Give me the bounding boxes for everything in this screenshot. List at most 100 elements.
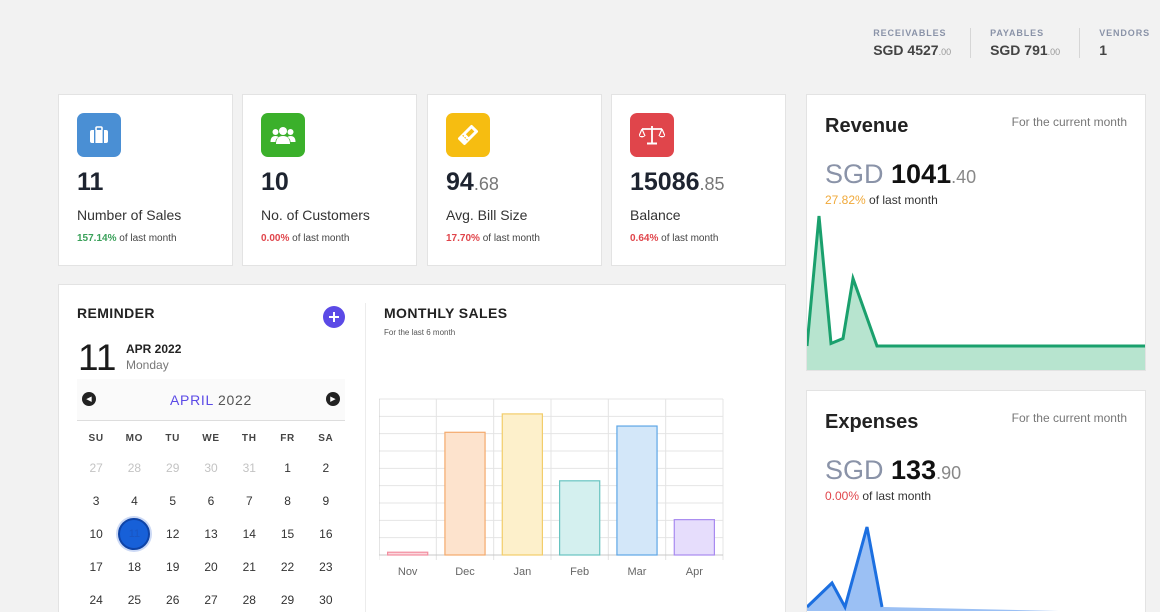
calendar-day[interactable]: 26 [154, 583, 192, 612]
receivables-stat[interactable]: RECEIVABLES SGD 4527.00 [854, 28, 970, 58]
bill-size-label: Avg. Bill Size [446, 207, 528, 223]
calendar-day[interactable]: 7 [230, 484, 268, 517]
calendar-day[interactable]: 31 [230, 451, 268, 484]
calendar-day[interactable]: 9 [307, 484, 345, 517]
calendar-day[interactable]: 21 [230, 550, 268, 583]
calendar-day[interactable]: 4 [115, 484, 153, 517]
stat-card-customers[interactable]: 10 No. of Customers 0.00% of last month [242, 94, 417, 266]
calendar-day[interactable]: 15 [268, 517, 306, 550]
calendar-day[interactable]: 3 [77, 484, 115, 517]
calendar-day-number: 23 [319, 559, 333, 574]
calendar-day[interactable]: 29 [154, 451, 192, 484]
revenue-change-suffix: of last month [865, 193, 938, 207]
calendar-day[interactable]: 22 [268, 550, 306, 583]
calendar-day[interactable]: 1 [268, 451, 306, 484]
prev-month-button[interactable]: ◀ [82, 392, 96, 406]
calendar-day[interactable]: 25 [115, 583, 153, 612]
calendar-day[interactable]: 10 [77, 517, 115, 550]
calendar-day[interactable]: 12 [154, 517, 192, 550]
calendar-day[interactable]: 14 [230, 517, 268, 550]
expenses-sparkline [807, 526, 1059, 611]
plus-icon [329, 312, 339, 322]
bar-nov[interactable] [387, 551, 429, 556]
calendar-day-number: 27 [89, 460, 103, 475]
calendar-day[interactable]: 5 [154, 484, 192, 517]
bar-mar[interactable] [616, 425, 658, 556]
calendar-day[interactable]: 16 [307, 517, 345, 550]
calendar-day[interactable]: 28 [230, 583, 268, 612]
bar-dec[interactable] [444, 431, 486, 556]
expenses-title: Expenses [825, 411, 919, 433]
bar-apr[interactable] [673, 519, 715, 556]
calendar-day[interactable]: 27 [192, 583, 230, 612]
calendar-day-number: 5 [169, 493, 177, 508]
reminder-title: REMINDER [77, 305, 155, 321]
bill-size-decimal: .68 [473, 174, 499, 194]
x-tick-label: Jan [513, 566, 531, 578]
calendar-day[interactable]: 24 [77, 583, 115, 612]
expenses-amount: SGD 133.90 [825, 455, 961, 486]
calendar-day[interactable]: 8 [268, 484, 306, 517]
stat-card-bill-size[interactable]: 94.68 Avg. Bill Size 17.70% of last mont… [427, 94, 602, 266]
weekday-label: TU [165, 433, 181, 444]
bar-jan[interactable] [501, 413, 544, 556]
customers-count: 10 [261, 168, 289, 196]
chevron-right-icon: ▶ [330, 396, 336, 403]
expenses-value: 133 [891, 455, 937, 485]
calendar-day-number: 7 [245, 493, 253, 508]
calendar-day-number: 4 [131, 493, 138, 508]
calendar-day-number: 17 [89, 559, 103, 574]
balance-value: 15086 [630, 168, 700, 196]
calendar-day-number: 2 [322, 460, 330, 475]
calendar-day[interactable]: 2 [307, 451, 345, 484]
weekday-label: SA [318, 433, 334, 444]
calendar-day-number: 26 [166, 592, 180, 607]
expenses-card[interactable]: Expenses For the current month SGD 133.9… [806, 390, 1146, 612]
calendar-day-number: 29 [280, 592, 295, 607]
receivables-value: SGD 4527 [873, 42, 939, 58]
calendar-day-number: 19 [166, 559, 180, 574]
calendar-day-number: 14 [242, 526, 256, 541]
calendar-day[interactable]: 17 [77, 550, 115, 583]
calendar-day-selected[interactable]: 11 [115, 517, 153, 550]
calendar-day[interactable]: 28 [115, 451, 153, 484]
next-month-button[interactable]: ▶ [326, 392, 340, 406]
calendar-day[interactable]: 13 [192, 517, 230, 550]
calendar-day[interactable]: 19 [154, 550, 192, 583]
balance-scale-icon [630, 113, 674, 157]
balance-change-suffix: of last month [658, 233, 719, 244]
calendar-day[interactable]: 23 [307, 550, 345, 583]
calendar-day-number: 28 [242, 592, 256, 607]
x-tick-label: Feb [570, 566, 589, 578]
weekday-label: MO [125, 433, 144, 444]
weekday-label: WE [202, 433, 220, 444]
bar-feb[interactable] [559, 480, 601, 556]
calendar-day[interactable]: 6 [192, 484, 230, 517]
sales-label: Number of Sales [77, 207, 182, 223]
revenue-subtitle: For the current month [1011, 115, 1127, 129]
calendar-day-number: 13 [204, 526, 218, 541]
payables-stat[interactable]: PAYABLES SGD 791.00 [970, 28, 1079, 58]
calendar-day[interactable]: 29 [268, 583, 306, 612]
calendar-day[interactable]: 18 [115, 550, 153, 583]
calendar-day-number: 25 [127, 592, 142, 607]
add-reminder-button[interactable] [323, 306, 345, 328]
calendar-day[interactable]: 27 [77, 451, 115, 484]
calendar-day[interactable]: 30 [307, 583, 345, 612]
receivables-decimal: .00 [938, 47, 952, 57]
stat-card-balance[interactable]: 15086.85 Balance 0.64% of last month [611, 94, 786, 266]
calendar-day[interactable]: 20 [192, 550, 230, 583]
monthly-sales-subtitle: For the last 6 month [384, 328, 456, 337]
expenses-decimal: .90 [936, 463, 962, 483]
calendar-day[interactable]: 30 [192, 451, 230, 484]
vendors-stat[interactable]: VENDORS 1 [1079, 28, 1160, 58]
bill-size-change: 17.70% [446, 233, 480, 244]
calendar-day-number: 15 [280, 526, 295, 541]
calendar-day-number: 22 [280, 559, 295, 574]
revenue-card[interactable]: Revenue For the current month SGD 1041.4… [806, 94, 1146, 371]
expenses-subtitle: For the current month [1011, 411, 1127, 425]
sales-change-suffix: of last month [116, 233, 177, 244]
calendar-day-number: 1 [284, 460, 291, 475]
sparkline-line [807, 526, 884, 611]
stat-card-sales[interactable]: 11 Number of Sales 157.14% of last month [58, 94, 233, 266]
